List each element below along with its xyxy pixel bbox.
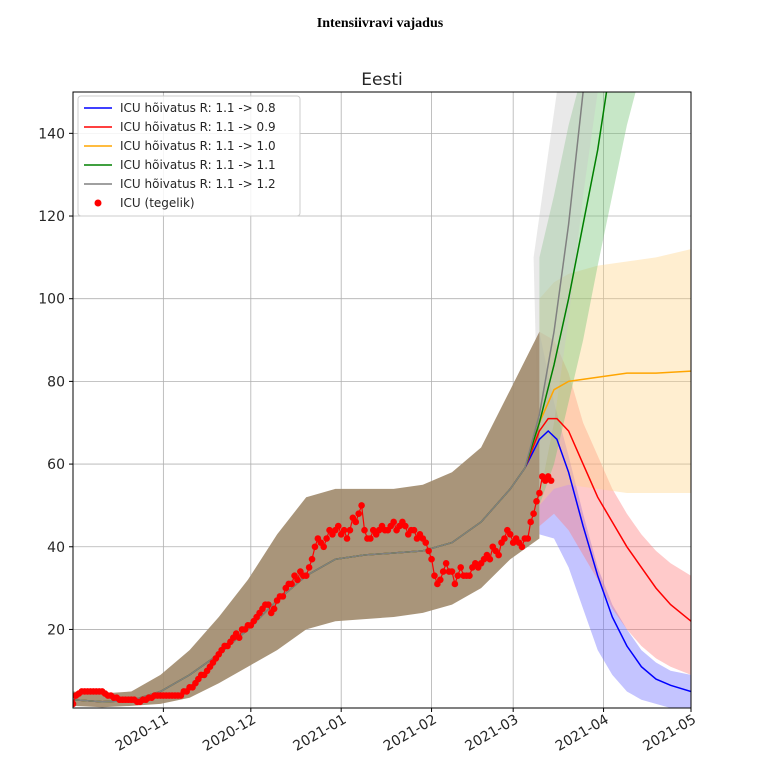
actual-point [361, 526, 368, 534]
band-4 [533, 92, 598, 498]
series-line-4 [73, 92, 584, 703]
actual-point [410, 526, 418, 534]
legend-label-1: ICU hõivatus R: 1.1 -> 0.9 [120, 120, 276, 134]
line-layer [73, 92, 691, 703]
x-tick-label: 2021-04 [553, 712, 612, 755]
actual-point [352, 518, 360, 526]
actual-point [265, 601, 272, 608]
actual-point [495, 551, 502, 559]
actual-point [294, 576, 301, 584]
plot-frame [72, 91, 692, 709]
actual-point [340, 526, 348, 534]
actual-point [390, 518, 397, 526]
band-2 [539, 249, 691, 506]
x-tick-label: 2021-02 [381, 712, 440, 755]
x-tick-label: 2021-03 [463, 712, 522, 755]
actual-point [279, 593, 287, 600]
actual-point [428, 555, 435, 563]
y-tick-label: 20 [47, 622, 65, 638]
legend-box [77, 95, 301, 217]
actual-point [518, 543, 526, 551]
actual-point [355, 510, 362, 517]
y-tick-label: 60 [47, 457, 65, 473]
y-tick-label: 100 [38, 292, 65, 308]
legend-swatch-actual [94, 199, 102, 207]
actual-point [547, 477, 555, 484]
actual-point [402, 522, 409, 530]
legend: ICU hõivatus R: 1.1 -> 0.8 ICU hõivatus R… [77, 95, 301, 217]
actual-point [302, 572, 310, 580]
actual-point [524, 535, 532, 542]
actual-point [466, 572, 473, 580]
actual-point [367, 535, 374, 542]
legend-label-2: ICU hõivatus R: 1.1 -> 1.0 [120, 139, 276, 153]
y-tick-label: 120 [38, 209, 65, 225]
band-3 [539, 92, 636, 506]
actual-point [346, 526, 354, 534]
actual-point [422, 539, 430, 546]
actual-point [73, 700, 77, 708]
band-layer [73, 92, 691, 708]
actual-points [73, 473, 555, 708]
x-tick-label: 2021-01 [291, 712, 350, 755]
actual-point [439, 568, 447, 575]
actual-point [486, 555, 494, 563]
y-tick-label: 140 [38, 126, 65, 142]
actual-point [308, 555, 316, 563]
legend-label-3: ICU hõivatus R: 1.1 -> 1.1 [120, 158, 276, 172]
legend-label-4: ICU hõivatus R: 1.1 -> 1.2 [120, 177, 276, 191]
actual-point [270, 605, 278, 613]
actual-point [235, 634, 243, 642]
actual-point [536, 489, 543, 497]
x-tick-label: 2021-05 [640, 712, 699, 755]
combined-band [73, 331, 540, 708]
y-tick-label: 40 [47, 540, 65, 556]
x-tick-label: 2020-11 [113, 712, 172, 755]
legend-label-0: ICU hõivatus R: 1.1 -> 0.8 [120, 101, 276, 115]
actual-point [533, 497, 540, 505]
actual-point [343, 535, 351, 542]
band-0 [539, 331, 691, 708]
actual-point [288, 580, 295, 588]
x-tick-label: 2020-12 [200, 712, 259, 755]
chart-title: Eesti [361, 70, 402, 90]
actual-point [334, 522, 342, 530]
actual-point [527, 518, 534, 526]
band-1 [539, 331, 691, 675]
actual-point [425, 547, 432, 555]
actual-point [320, 543, 327, 551]
actual-point [506, 531, 514, 538]
actual-point [311, 543, 319, 551]
legend-label-actual: ICU (tegelik) [120, 196, 195, 210]
actual-point [454, 572, 462, 580]
actual-point [451, 580, 459, 588]
y-tick-label: 80 [47, 374, 65, 390]
actual-point [437, 576, 444, 584]
actual-point [530, 510, 537, 517]
actual-point [323, 535, 330, 542]
actual-point [448, 568, 456, 575]
actual-point [431, 572, 438, 580]
actual-point [457, 564, 465, 571]
actual-point [358, 502, 365, 509]
actual-point [305, 564, 313, 571]
actual-point [442, 560, 450, 567]
actual-point [501, 535, 508, 542]
page-title: Intensiivravi vajadus [316, 16, 444, 31]
